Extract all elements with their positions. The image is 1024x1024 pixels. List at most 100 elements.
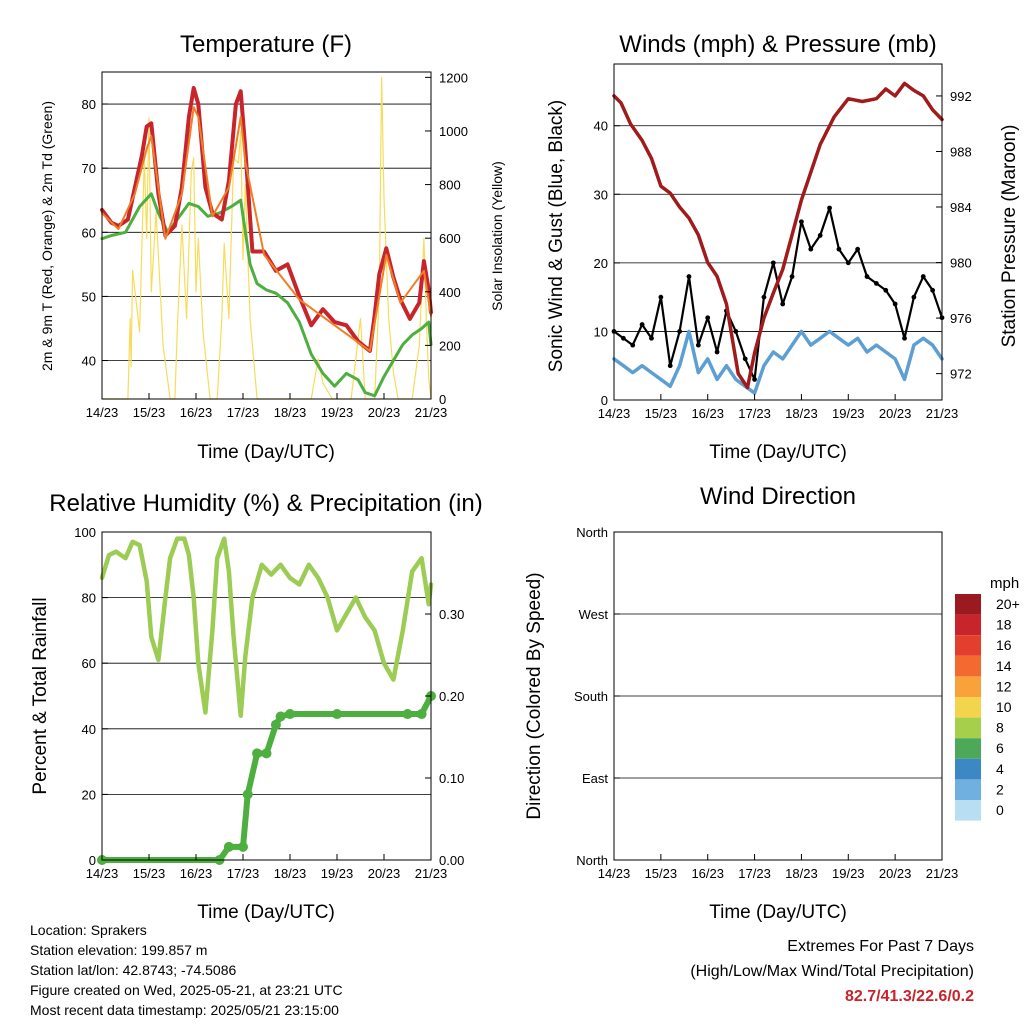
y-tick-label: 0 — [89, 853, 96, 868]
gust-point — [667, 363, 673, 369]
y2-tick-label: 0.30 — [439, 607, 464, 622]
x-tick-label: 15/23 — [133, 866, 166, 881]
legend-swatch — [955, 779, 981, 800]
y-tick-label: West — [579, 607, 609, 622]
x-tick-label: 16/23 — [180, 405, 213, 420]
temperature-panel: Temperature (F) 405060708002004006008001… — [39, 31, 505, 463]
legend-label: 16 — [996, 637, 1012, 653]
x-tick-label: 16/23 — [180, 866, 213, 881]
gust-point — [836, 246, 842, 252]
legend-swatch — [955, 594, 981, 615]
gust-point — [686, 274, 692, 279]
winds-title: Winds (mph) & Pressure (mb) — [619, 31, 936, 58]
precip-point — [252, 748, 263, 759]
precip-point — [223, 841, 234, 852]
gust-point — [780, 301, 786, 307]
x-tick-label: 19/23 — [321, 405, 354, 420]
wind-line — [612, 329, 944, 395]
precip-point — [275, 711, 286, 722]
x-tick-label: 19/23 — [832, 866, 865, 881]
x-tick-label: 16/23 — [691, 866, 724, 881]
y-tick-label: 30 — [594, 187, 608, 202]
y2-tick-label: 988 — [950, 144, 972, 159]
x-tick-label: 16/23 — [691, 406, 724, 421]
temperature-series — [100, 86, 433, 398]
y-tick-label: 40 — [82, 722, 96, 737]
precip-line — [99, 693, 434, 863]
gust-point — [864, 274, 870, 279]
y2-tick-label: 992 — [950, 89, 972, 104]
location-text: Location: Sprakers — [30, 922, 147, 938]
legend-swatch — [955, 758, 981, 780]
legend-label: 4 — [996, 761, 1004, 777]
gust-point — [742, 356, 748, 362]
latlon-text: Station lat/lon: 42.8743; -74.5086 — [30, 962, 237, 978]
y2-tick-label: 0 — [439, 392, 446, 407]
gust-point — [855, 246, 861, 252]
humidity-panel: Relative Humidity (%) & Precipitation (i… — [30, 490, 483, 923]
y2-tick-label: 200 — [439, 338, 461, 353]
station-info: Location: Sprakers Station elevation: 19… — [30, 920, 343, 1020]
y-tick-label: 80 — [82, 97, 96, 112]
gust-point — [733, 329, 739, 334]
direction-xlabel: Time (Day/UTC) — [709, 902, 847, 923]
x-tick-label: 21/23 — [926, 406, 959, 421]
x-tick-label: 21/23 — [415, 866, 448, 881]
x-tick-label: 20/23 — [879, 866, 912, 881]
gust-point — [649, 335, 654, 341]
gust-point — [761, 294, 767, 300]
x-tick-label: 19/23 — [832, 406, 865, 421]
extremes-title: Extremes For Past 7 Days — [787, 938, 974, 955]
x-tick-label: 17/23 — [227, 866, 260, 881]
y2-tick-label: 980 — [950, 256, 972, 271]
y2-tick-label: 1000 — [439, 124, 468, 139]
legend-swatch — [955, 738, 981, 759]
recent-text: Most recent data timestamp: 2025/05/21 2… — [30, 1002, 339, 1018]
gust-point — [770, 260, 776, 266]
x-tick-label: 14/23 — [86, 866, 119, 881]
gust-point — [639, 322, 645, 327]
speed-legend: 20+ 18 16 14 12 10 8 6 4 2 0 — [955, 594, 1020, 821]
precip-point — [402, 709, 413, 720]
direction-title: Wind Direction — [700, 483, 856, 510]
x-tick-label: 20/23 — [368, 866, 401, 881]
y2-tick-label: 0.10 — [439, 771, 464, 786]
direction-legend-title: mph — [990, 575, 1019, 592]
precip-point — [332, 709, 342, 720]
x-tick-label: 17/23 — [738, 406, 771, 421]
y-tick-label: 60 — [82, 225, 96, 240]
rh-line — [99, 536, 434, 718]
legend-swatch — [955, 800, 981, 821]
temperature-title: Temperature (F) — [180, 31, 352, 58]
gust-point — [827, 205, 832, 211]
x-tick-label: 21/23 — [415, 405, 448, 420]
y2-tick-label: 800 — [439, 178, 461, 193]
humidity-axes: 0 20 40 60 80 100 0.00 0.10 0.20 0.30 14/23 15/23 16… — [74, 525, 464, 881]
x-tick-label: 15/23 — [645, 866, 678, 881]
y-tick-label: South — [574, 689, 608, 704]
precip-point — [238, 841, 248, 852]
gust-point — [808, 246, 814, 252]
x-tick-label: 15/23 — [645, 406, 678, 421]
temperature-xlabel: Time (Day/UTC) — [197, 442, 335, 463]
y-tick-label: North — [576, 853, 608, 868]
winds-frame — [613, 63, 943, 401]
direction-panel: Wind Direction NorthEastSouthWestNorth14… — [524, 483, 1020, 923]
gust-point — [845, 260, 851, 266]
y-tick-label: 20 — [594, 256, 608, 271]
winds-panel: Winds (mph) & Pressure (mb) 0 10 20 30 40 972… — [546, 31, 1020, 463]
precip-point — [261, 748, 272, 759]
temperature-ylabel: 2m & 9m T (Red, Orange) & 2m Td (Green) — [39, 101, 55, 371]
dewpoint-line — [100, 192, 433, 398]
y-tick-label: 40 — [82, 354, 96, 369]
gust-point — [695, 342, 701, 348]
legend-swatch — [955, 655, 981, 677]
gust-point — [892, 301, 898, 307]
humidity-series — [97, 536, 436, 865]
x-tick-label: 21/23 — [926, 866, 959, 881]
winds-series — [611, 81, 945, 395]
gust-point — [705, 315, 711, 321]
y2-tick-label: 976 — [950, 311, 972, 326]
